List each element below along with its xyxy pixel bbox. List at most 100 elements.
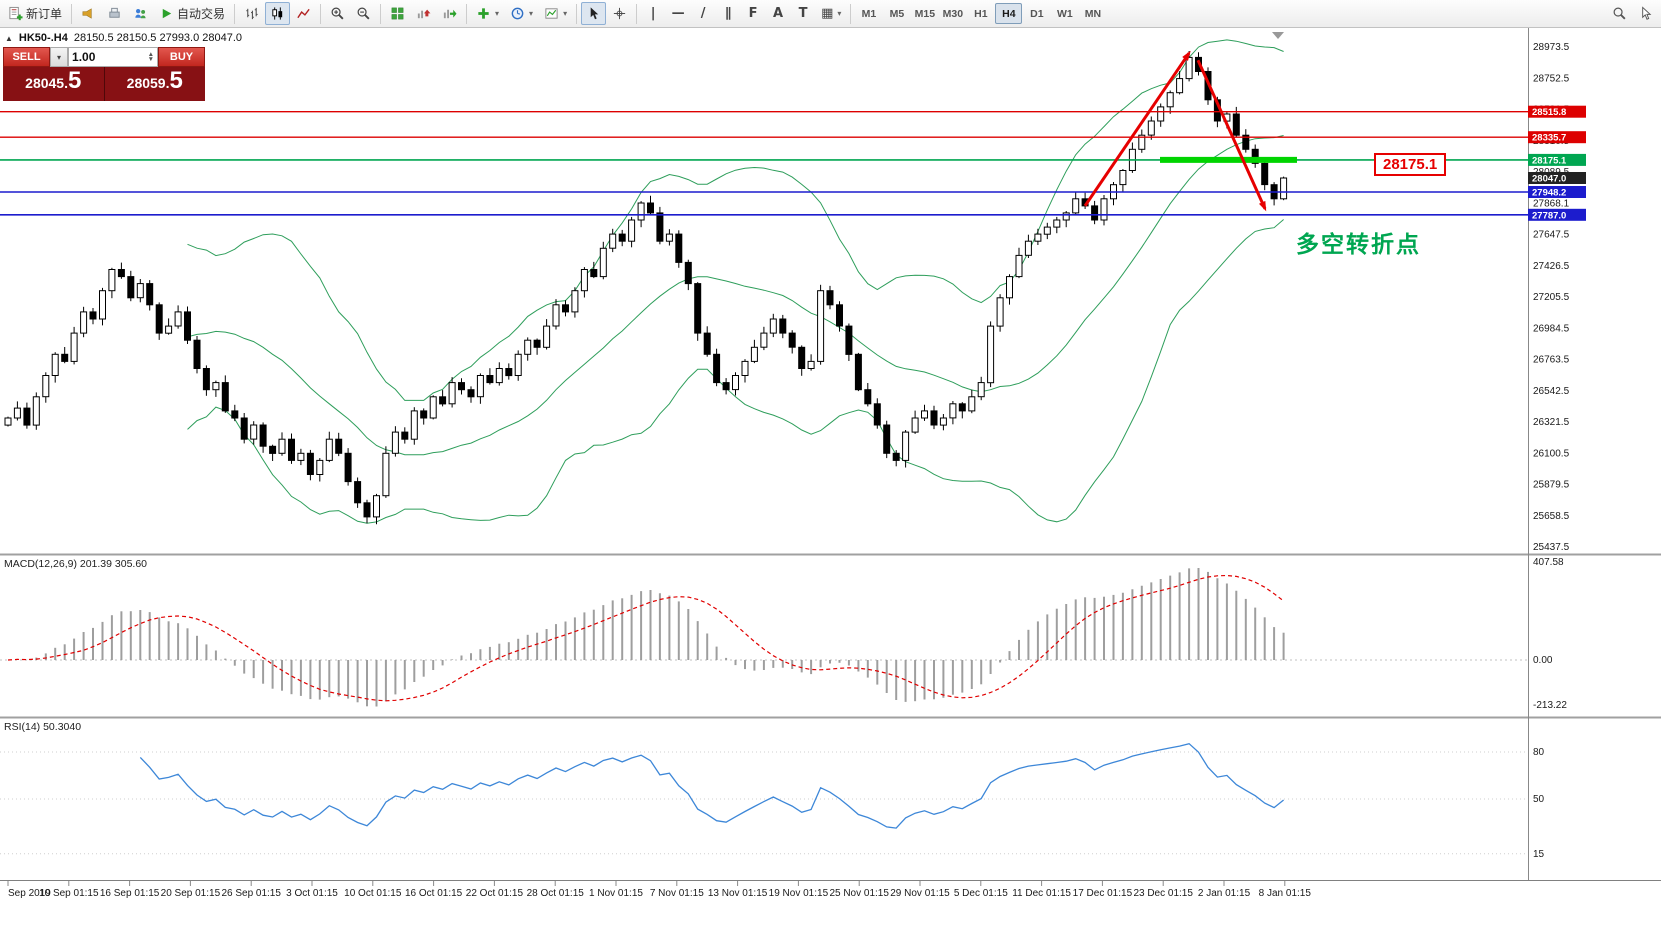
zoom-in-button[interactable] — [325, 2, 350, 25]
macd-axis-tick: 0.00 — [1533, 655, 1553, 666]
volume-up-icon[interactable]: ▲ — [147, 50, 154, 58]
order-type-dropdown[interactable]: ▾ — [50, 47, 69, 67]
timeframe-m5[interactable]: M5 — [883, 3, 910, 24]
x-axis-label: Sep 2019 — [8, 888, 51, 899]
zoom-out-icon — [357, 7, 370, 20]
x-axis-label: 11 Dec 01:15 — [1012, 888, 1071, 899]
pointer-button[interactable] — [1633, 2, 1658, 25]
printer-icon — [109, 7, 120, 18]
autotrading-label: 自动交易 — [177, 7, 226, 21]
fibonacci-tool-button[interactable]: F — [741, 2, 765, 25]
sell-price[interactable]: 28045. 5 — [3, 67, 105, 101]
timeframe-h1[interactable]: H1 — [967, 3, 994, 24]
candlestick-chart-button[interactable] — [265, 2, 291, 25]
x-axis-label: 25 Nov 01:15 — [829, 888, 889, 899]
x-axis-label: 10 Sep 01:15 — [39, 888, 99, 899]
tile-windows-button[interactable] — [385, 2, 410, 25]
terminal-button[interactable] — [102, 2, 127, 25]
main-pane[interactable] — [4, 39, 1288, 525]
timeframe-m1[interactable]: M1 — [855, 3, 882, 24]
macd-histogram — [16, 568, 1285, 707]
timeframe-m15[interactable]: M15 — [911, 3, 938, 24]
sell-button[interactable]: SELL — [3, 47, 50, 67]
chart-canvas[interactable]: 407.58 0.00 -213.22 80 50 15 28973.5 28752.5 285… — [0, 28, 1661, 952]
price-level-callout[interactable]: 28175.1 — [1374, 153, 1447, 176]
price-badge: 28047.0 — [1528, 172, 1586, 185]
autotrading-play-icon — [162, 8, 172, 19]
trend-arrow[interactable] — [1196, 59, 1267, 212]
autotrading-button[interactable]: 自动交易 — [154, 2, 230, 25]
price-badge: 27787.0 — [1528, 208, 1586, 221]
new-order-button[interactable]: 新订单 — [3, 2, 67, 25]
timeframe-h4[interactable]: H4 — [995, 3, 1023, 24]
template-dropdown[interactable]: ▾ — [539, 2, 572, 25]
horizontal-line-tool-button[interactable]: — — [666, 2, 690, 25]
horn-icon — [82, 8, 92, 19]
y-axis-tick: 26763.5 — [1533, 355, 1570, 366]
x-axis-label: 22 Oct 01:15 — [466, 888, 524, 899]
search-icon — [1613, 7, 1626, 20]
chart-window[interactable]: 407.58 0.00 -213.22 80 50 15 28973.5 28752.5 285… — [0, 28, 1661, 952]
volume-value: 1.00 — [72, 50, 96, 64]
toolbar-separator — [466, 3, 468, 24]
x-axis-label: 2 Jan 01:15 — [1198, 888, 1251, 899]
alerts-button[interactable] — [76, 2, 101, 25]
ohlc-values: 28150.5 28150.5 27993.0 28047.0 — [73, 32, 243, 44]
trend-arrow[interactable] — [1083, 50, 1191, 207]
one-click-toggle-icon[interactable]: ▲ — [5, 33, 13, 43]
rsi-axis-tick: 15 — [1533, 849, 1545, 860]
horizontal-levels[interactable] — [0, 111, 1528, 216]
new-order-label: 新订单 — [26, 7, 63, 21]
chart-shift-icon — [417, 9, 431, 19]
crosshair-tool-button[interactable] — [607, 2, 632, 25]
search-button[interactable] — [1607, 2, 1632, 25]
turning-point-annotation[interactable]: 多空转折点 — [1296, 231, 1421, 257]
y-axis-tick: 27647.5 — [1533, 230, 1570, 241]
vertical-line-tool-button[interactable]: | — [641, 2, 665, 25]
buy-button[interactable]: BUY — [158, 47, 205, 67]
people-icon — [135, 9, 146, 19]
line-chart-button[interactable] — [291, 2, 316, 25]
auto-scroll-button[interactable] — [437, 2, 462, 25]
x-axis-label: 3 Oct 01:15 — [286, 888, 338, 899]
toolbar-separator — [320, 3, 322, 24]
rsi-axis-tick: 50 — [1533, 794, 1545, 805]
rsi-line — [139, 742, 1285, 829]
toolbar-separator — [576, 3, 578, 24]
auto-scroll-icon — [443, 9, 457, 19]
channel-tool-button[interactable]: ∥ — [716, 2, 740, 25]
period-dropdown[interactable]: ▾ — [505, 2, 538, 25]
timeframe-m30[interactable]: M30 — [939, 3, 966, 24]
text-tool-button[interactable]: A — [766, 2, 790, 25]
chart-shift-marker[interactable] — [1272, 32, 1284, 39]
buy-price[interactable]: 28059. 5 — [104, 67, 205, 101]
horizontal-line-icon: — — [671, 6, 685, 21]
timeframe-w1[interactable]: W1 — [1051, 3, 1078, 24]
zoom-out-button[interactable] — [351, 2, 376, 25]
text-icon: A — [773, 6, 784, 21]
chevron-down-icon: ▾ — [837, 9, 842, 18]
chart-shift-button[interactable] — [411, 2, 436, 25]
new-chart-dropdown[interactable]: ▾ — [471, 2, 504, 25]
volume-down-icon[interactable]: ▼ — [147, 56, 154, 63]
y-axis-tick: 27868.1 — [1533, 198, 1570, 209]
candles — [4, 51, 1288, 525]
x-axis-label: 17 Dec 01:15 — [1073, 888, 1133, 899]
cursor-tool-button[interactable] — [581, 2, 607, 25]
shapes-dropdown[interactable]: ▦ ▾ — [816, 2, 846, 25]
timeframe-mn[interactable]: MN — [1079, 3, 1106, 24]
rsi-label: RSI(14) 50.3040 — [4, 721, 82, 733]
volume-stepper[interactable]: 1.00 ▲ ▼ — [68, 47, 158, 67]
label-tool-button[interactable]: T — [791, 2, 815, 25]
top-toolbar: 新订单 自动交易 — [0, 0, 1661, 28]
bar-chart-button[interactable] — [239, 2, 264, 25]
zoom-in-icon — [331, 7, 344, 20]
price-badge: 28335.7 — [1528, 131, 1586, 144]
community-button[interactable] — [128, 2, 153, 25]
timeframe-d1[interactable]: D1 — [1023, 3, 1050, 24]
x-axis-label: 16 Sep 01:15 — [100, 888, 160, 899]
svg-text:28175.1: 28175.1 — [1532, 155, 1567, 166]
trendline-tool-button[interactable]: / — [691, 2, 715, 25]
y-axis-tick: 28973.5 — [1533, 42, 1570, 53]
